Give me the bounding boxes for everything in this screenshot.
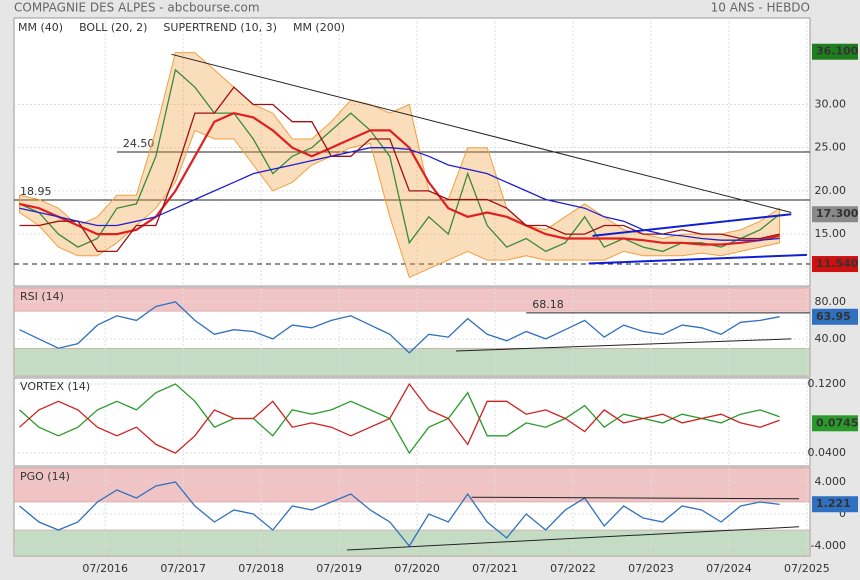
y-tick-label: -4.000	[811, 539, 846, 552]
x-tick-label: 07/2019	[316, 562, 362, 575]
trend-line	[171, 53, 792, 213]
trend-line	[455, 338, 792, 352]
zone	[13, 467, 811, 503]
panel-title: PGO (14)	[20, 470, 70, 483]
x-tick-label: 07/2024	[706, 562, 752, 575]
level-label: 24.50	[123, 137, 155, 150]
x-tick-label: 07/2017	[160, 562, 206, 575]
period-label: 10 ANS - HEBDO	[711, 1, 810, 15]
series-line	[19, 383, 780, 455]
value-badge	[812, 496, 858, 513]
y-tick-label: 80.00	[815, 295, 847, 308]
y-tick-label: 0.1200	[808, 377, 847, 390]
value-badge	[812, 415, 858, 432]
panel-title: RSI (14)	[20, 290, 64, 303]
series-line	[19, 481, 780, 548]
value-badge-label: 17.300	[816, 207, 859, 220]
level-label: 68.18	[532, 298, 564, 311]
panel-title: VORTEX (14)	[20, 380, 90, 393]
x-tick-label: 07/2020	[394, 562, 440, 575]
value-badge	[812, 256, 858, 273]
y-tick-label: 30.00	[815, 97, 847, 110]
series-line	[19, 301, 780, 354]
y-tick-label: 0.0400	[808, 446, 847, 459]
series-line	[19, 86, 780, 253]
trend-line	[471, 496, 800, 500]
x-tick-label: 07/2016	[82, 562, 128, 575]
x-tick-label: 07/2025	[784, 562, 830, 575]
level-label: 18.95	[20, 185, 52, 198]
value-badge-label: 63.95	[816, 310, 851, 323]
legend-entry: SUPERTREND (10, 3)	[163, 21, 277, 34]
trend-line	[588, 253, 807, 265]
series-line	[19, 382, 780, 454]
x-tick-label: 07/2021	[472, 562, 518, 575]
value-badge-label: 0.0745	[816, 416, 858, 429]
site-title: COMPAGNIE DES ALPES - abcbourse.com	[14, 1, 260, 15]
series-line	[19, 111, 780, 246]
y-tick-label: 15.00	[815, 227, 847, 240]
panel-bg	[13, 377, 811, 467]
value-badge	[812, 308, 858, 325]
zone	[13, 347, 811, 377]
series-line	[19, 147, 780, 241]
legend-entry: MM (200)	[293, 21, 345, 34]
series-line	[19, 68, 781, 253]
value-badge-label: 11.540	[816, 257, 859, 270]
x-tick-label: 07/2023	[628, 562, 674, 575]
value-badge-label: 1.221	[816, 497, 851, 510]
zone	[13, 287, 811, 312]
value-badge-label: 36.100	[816, 45, 859, 58]
zone	[13, 529, 811, 557]
legend-entry: MM (40)	[18, 21, 63, 34]
trend-line	[592, 213, 792, 237]
y-tick-label: 4.000	[815, 475, 847, 488]
x-tick-label: 07/2022	[550, 562, 596, 575]
y-tick-label: 40.00	[815, 332, 847, 345]
x-tick-label: 07/2018	[238, 562, 284, 575]
value-badge	[812, 43, 858, 60]
legend-entry: BOLL (20, 2)	[79, 21, 147, 34]
y-tick-label: 25.00	[815, 141, 847, 154]
value-badge	[812, 206, 858, 223]
trend-line	[346, 526, 800, 551]
y-tick-label: 0	[839, 507, 846, 520]
y-tick-label: 20.00	[815, 184, 847, 197]
